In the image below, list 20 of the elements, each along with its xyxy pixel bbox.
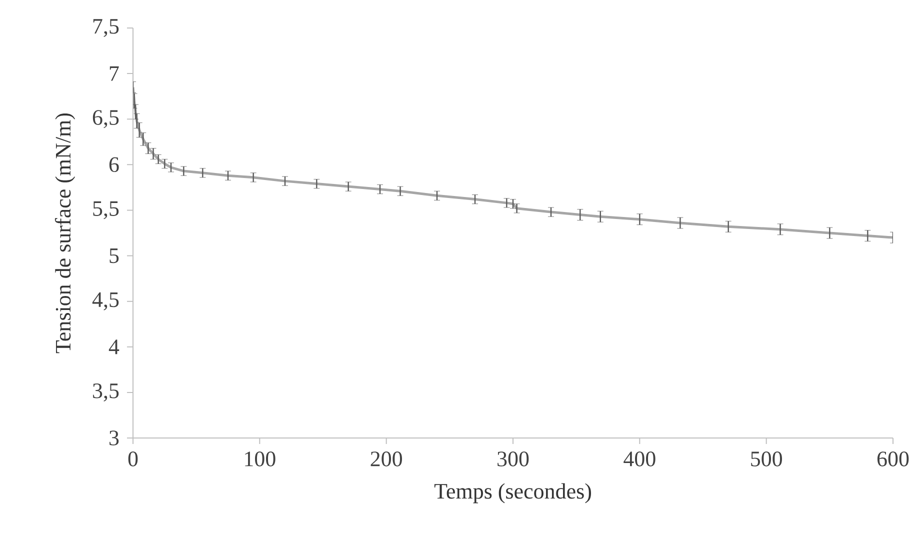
y-tick-label: 3,5 xyxy=(93,383,119,402)
x-tick-label: 300 xyxy=(498,452,529,466)
y-axis-title: Tension de surface (mN/m) xyxy=(54,113,76,354)
x-tick-label: 600 xyxy=(877,452,909,466)
x-axis-title: Temps (secondes) xyxy=(434,483,591,504)
x-tick-label: 100 xyxy=(245,452,276,466)
y-tick-label: 4 xyxy=(108,340,120,354)
line-series xyxy=(133,86,894,239)
y-tick-label: 5 xyxy=(110,248,119,264)
y-tick-label: 7 xyxy=(110,66,119,81)
y-tick-label: 4,5 xyxy=(92,292,119,310)
x-tick-label: 200 xyxy=(370,452,402,466)
y-tick-label: 6,5 xyxy=(92,110,119,128)
x-tick-label: 500 xyxy=(751,452,782,466)
y-tick-label: 7,5 xyxy=(93,19,119,37)
y-tick-label: 5,5 xyxy=(93,201,119,220)
y-tick-label: 6 xyxy=(109,157,119,172)
x-tick-label: 400 xyxy=(624,452,656,466)
x-tick-label: 0 xyxy=(128,452,138,466)
y-tick-label: 3 xyxy=(110,430,119,446)
